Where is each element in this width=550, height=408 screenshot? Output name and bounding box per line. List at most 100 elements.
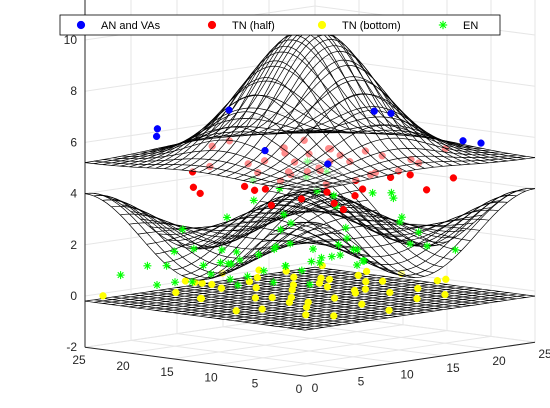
bottom-surface-mesh-line xyxy=(140,292,361,323)
tn-half-point xyxy=(189,183,198,191)
tn-bottom-point xyxy=(290,273,298,281)
en-point xyxy=(232,247,241,256)
an-vas-point xyxy=(370,107,378,115)
top-surface-mesh-line xyxy=(269,137,500,187)
x-tick-label: 0 xyxy=(312,381,319,395)
tn-bottom-point xyxy=(181,277,190,285)
top-surface-mesh-line xyxy=(164,51,395,170)
middle-surface xyxy=(84,159,536,281)
top-surface-mesh-line xyxy=(172,39,404,170)
top-surface-mesh-line xyxy=(296,155,527,191)
tn-bottom-point xyxy=(198,279,206,287)
bottom-surface-mesh-line xyxy=(287,293,518,329)
tick-labels: -202468101205101520250510152025 xyxy=(64,33,550,396)
legend-item-tn-half: TN (half) xyxy=(207,20,275,32)
en-point xyxy=(227,259,236,268)
en-point xyxy=(297,266,306,275)
en-point xyxy=(423,242,431,251)
tn-bottom-point xyxy=(433,277,442,285)
legend-label-tn-bottom: TN (bottom) xyxy=(342,20,401,32)
legend-label-tn-half: TN (half) xyxy=(232,20,275,32)
an-vas-point xyxy=(387,109,395,118)
tn-half-point xyxy=(267,201,276,209)
en-point xyxy=(223,213,231,222)
z-tick-label: 8 xyxy=(70,84,77,98)
tn-bottom-point xyxy=(302,311,310,319)
en-point xyxy=(207,270,215,279)
en-point xyxy=(143,261,152,270)
bottom-surface-mesh-line xyxy=(120,271,351,307)
en-point xyxy=(243,272,252,281)
middle-surface-mesh-line xyxy=(287,190,518,272)
top-surface-mesh-line xyxy=(304,157,536,192)
x-axis-line xyxy=(304,341,536,377)
en-point xyxy=(309,245,317,253)
en-point xyxy=(153,281,161,289)
top-surface-mesh-line xyxy=(287,154,518,190)
an-vas-point xyxy=(261,146,269,155)
tn-bottom-point xyxy=(172,288,180,297)
en-point xyxy=(217,245,226,254)
z-tick-label: 10 xyxy=(64,33,78,47)
en-point xyxy=(178,225,187,234)
tn-bottom-point xyxy=(217,284,226,292)
en-point xyxy=(286,239,295,248)
tn-bottom-point xyxy=(285,298,294,307)
top-surface-mesh-line xyxy=(112,150,333,188)
tn-half-point xyxy=(297,195,306,203)
y-tick-label: 15 xyxy=(160,365,174,379)
en-point xyxy=(270,245,279,254)
tn-bottom-point xyxy=(288,286,296,294)
an-vas-point xyxy=(477,139,485,147)
tn-bottom-point xyxy=(354,271,362,280)
en-point xyxy=(279,210,288,219)
en-point xyxy=(353,261,361,269)
bottom-surface-mesh-line xyxy=(232,279,453,309)
tn-bottom-point xyxy=(361,285,370,293)
tn-bottom-point xyxy=(317,274,325,282)
middle-surface-mesh-line xyxy=(304,188,536,279)
tn-bottom-point xyxy=(441,290,449,299)
en-point xyxy=(170,247,179,256)
an-vas-point xyxy=(152,132,161,141)
en-point xyxy=(414,228,423,237)
top-surface-mesh-line xyxy=(84,128,316,163)
top-surface-mesh-line xyxy=(278,116,499,163)
en-point xyxy=(116,271,125,280)
middle-surface-mesh-line xyxy=(137,199,368,235)
bottom-surface-mesh-line xyxy=(269,291,500,326)
legend-marker-an-vas xyxy=(76,20,86,30)
grid-line xyxy=(216,330,448,366)
en-point xyxy=(329,191,338,200)
top-surface-mesh-line xyxy=(120,118,351,167)
en-point xyxy=(216,258,225,267)
tn-bottom-point xyxy=(330,312,338,320)
tn-bottom-point xyxy=(330,294,339,302)
tn-bottom-point xyxy=(99,292,107,300)
legend: AN and VAs TN (half) TN (bottom) EN xyxy=(59,14,501,36)
tn-bottom-point xyxy=(208,280,216,289)
bottom-surface-mesh-line xyxy=(305,268,526,298)
en-point xyxy=(343,234,351,243)
top-surface-mesh-line xyxy=(241,64,462,166)
middle-surface-mesh-line xyxy=(128,189,360,232)
tn-half-point xyxy=(250,186,259,194)
grid-line xyxy=(314,56,536,87)
tn-bottom-point xyxy=(258,305,266,313)
middle-surface-mesh-line xyxy=(181,191,412,276)
x-tick-label: 15 xyxy=(446,361,460,375)
top-surface-mesh-line xyxy=(296,129,517,161)
tn-half-point xyxy=(323,188,331,196)
tn-bottom-point xyxy=(386,288,394,297)
middle-surface-mesh-line xyxy=(243,222,474,258)
top-surface-mesh-line xyxy=(94,160,315,191)
tn-bottom-point xyxy=(253,273,262,282)
y-tick-label: 25 xyxy=(72,353,86,367)
en-point xyxy=(341,223,350,232)
legend-marker-tn-half xyxy=(207,20,217,30)
tn-bottom-point xyxy=(385,306,393,314)
bottom-surface-mesh-line xyxy=(146,274,377,310)
en-point xyxy=(389,194,398,203)
x-tick-label: 20 xyxy=(492,354,506,368)
